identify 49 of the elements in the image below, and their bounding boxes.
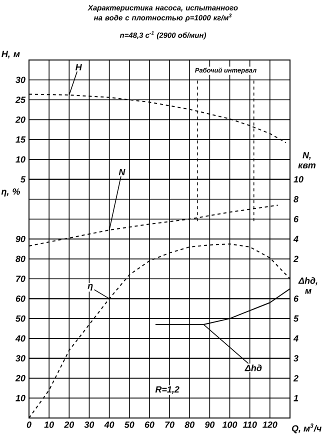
x-tick-label: 110 xyxy=(242,422,257,428)
x-tick-label: 100 xyxy=(222,422,238,428)
y2-tick-label: 4 xyxy=(293,335,298,342)
x-tick-label: 120 xyxy=(262,422,278,428)
y-tick-label: 60 xyxy=(16,295,26,302)
y-tick-label: 20 xyxy=(15,116,26,123)
x-tick-label: 90 xyxy=(204,422,215,428)
y2-tick-label: 5 xyxy=(294,315,299,322)
y2-tick-label: 6 xyxy=(294,216,299,222)
x-tick-label: 40 xyxy=(104,422,114,428)
y-axis-title: H, м xyxy=(2,50,20,58)
y2-axis-title: N, квт xyxy=(298,152,316,168)
x-tick-label: 60 xyxy=(144,422,154,428)
y-tick-label: 70 xyxy=(16,276,26,282)
text: H xyxy=(76,64,82,70)
y2-tick-label: 2 xyxy=(293,375,298,382)
y-tick-label: 5 xyxy=(20,176,26,182)
y-tick-label: 15 xyxy=(16,136,26,143)
y2-tick-label: 1 xyxy=(294,395,298,402)
x-tick-label: 0 xyxy=(26,422,32,428)
text: η xyxy=(88,284,93,291)
x-tick-label: 50 xyxy=(124,422,134,428)
y2-tick-label: 6 xyxy=(294,295,299,302)
y2-tick-label: 4 xyxy=(293,236,298,242)
x-axis-title: Q, м$^{3}$/ч xyxy=(292,424,322,434)
text: Δhд xyxy=(244,364,262,372)
x-tick-label: 20 xyxy=(64,422,74,428)
y-tick-label: 25 xyxy=(15,96,26,103)
y-tick-label: 90 xyxy=(16,236,26,242)
y2-tick-label: 8 xyxy=(294,196,298,202)
x-tick-label: 10 xyxy=(44,422,54,428)
x-tick-label: 30 xyxy=(84,422,94,428)
y2-tick-label: 3 xyxy=(294,355,298,362)
annotation: R=1,2 xyxy=(155,386,180,394)
y-tick-label: 50 xyxy=(16,315,26,322)
y-tick-label: 10 xyxy=(16,156,26,163)
text: N xyxy=(118,168,126,176)
y-tick-label: 30 xyxy=(16,355,26,362)
y2-axis-title: Δhд, м xyxy=(298,277,318,294)
y2-tick-label: 10 xyxy=(294,176,304,183)
y2-tick-label: 2 xyxy=(293,256,298,262)
x-tick-label: 80 xyxy=(184,422,195,428)
y-tick-label: 10 xyxy=(16,394,26,402)
y-tick-label: 30 xyxy=(16,76,26,84)
y-tick-label: 20 xyxy=(15,375,26,382)
y-axis-title: η, % xyxy=(1,188,20,196)
y-tick-label: 40 xyxy=(15,335,26,342)
x-tick-label: 70 xyxy=(165,422,174,428)
y-tick-label: 80 xyxy=(16,256,26,262)
